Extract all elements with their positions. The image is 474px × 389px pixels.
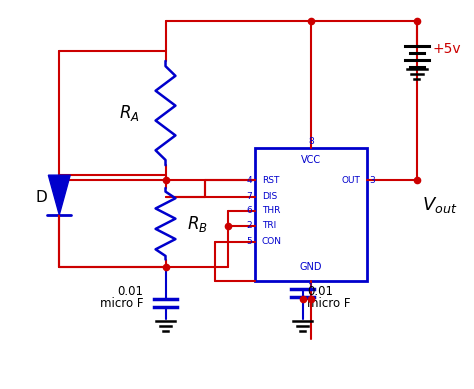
- Polygon shape: [48, 175, 70, 215]
- Text: $R_B$: $R_B$: [187, 214, 208, 234]
- Text: THR: THR: [262, 207, 280, 216]
- Text: 1: 1: [308, 283, 314, 293]
- Text: 0.01: 0.01: [118, 285, 144, 298]
- Text: micro F: micro F: [100, 297, 144, 310]
- Text: micro F: micro F: [308, 297, 351, 310]
- Text: GND: GND: [300, 263, 322, 272]
- Text: $R_A$: $R_A$: [119, 103, 140, 123]
- Text: 2: 2: [246, 221, 252, 230]
- Text: 5: 5: [246, 237, 252, 246]
- Text: OUT: OUT: [341, 175, 360, 185]
- Text: TRI: TRI: [262, 221, 276, 230]
- Text: RST: RST: [262, 175, 279, 185]
- Text: 6: 6: [246, 207, 252, 216]
- Text: 8: 8: [308, 137, 314, 146]
- Text: 0.01: 0.01: [308, 285, 334, 298]
- Text: 3: 3: [369, 175, 375, 185]
- Text: CON: CON: [262, 237, 282, 246]
- Text: VCC: VCC: [301, 155, 321, 165]
- Bar: [255, 148, 367, 281]
- Text: D: D: [36, 191, 47, 205]
- Text: 7: 7: [246, 193, 252, 202]
- Text: $V_{out}$: $V_{out}$: [422, 195, 457, 215]
- Text: DIS: DIS: [262, 193, 277, 202]
- Text: +5v: +5v: [433, 42, 461, 56]
- Text: 4: 4: [246, 175, 252, 185]
